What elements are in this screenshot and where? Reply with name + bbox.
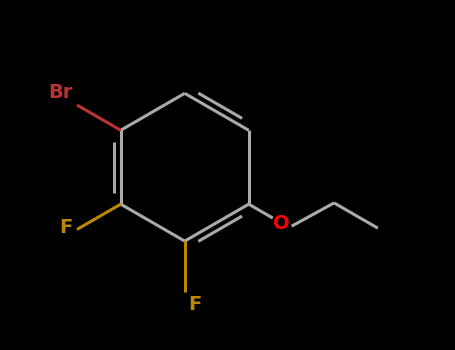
Text: O: O: [273, 214, 290, 233]
Text: F: F: [59, 218, 72, 237]
Text: F: F: [188, 295, 201, 314]
Text: Br: Br: [48, 83, 72, 102]
